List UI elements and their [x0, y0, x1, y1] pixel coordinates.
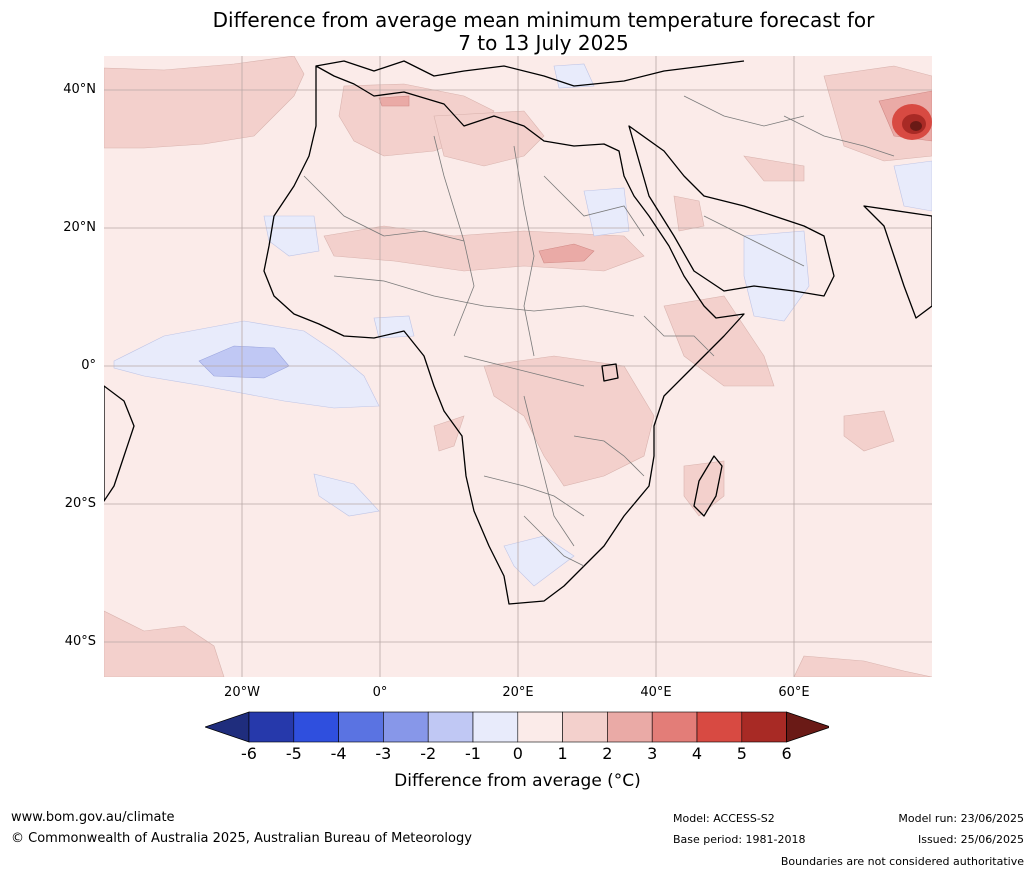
africa-coastline	[263, 65, 745, 605]
footer-disclaimer: Boundaries are not considered authoritat…	[780, 855, 1024, 868]
colorbar-tick-label: -5	[285, 744, 302, 763]
colorbar-segment	[517, 711, 563, 743]
colorbar-tick-label: 0	[512, 744, 523, 763]
arabia-coastline	[628, 125, 835, 297]
warm-region-east-africa	[483, 355, 655, 487]
colorbar-tick-label: -3	[375, 744, 392, 763]
colorbar-segment	[651, 711, 698, 743]
colorbar-tick-label: 5	[736, 744, 747, 763]
lon-label-40e: 40°E	[640, 685, 672, 700]
warmer-region-central-sahara	[538, 243, 595, 264]
colorbar-tick-label: 4	[691, 744, 703, 763]
colorbar-extend-low	[205, 711, 250, 743]
map-title: Difference from average mean minimum tem…	[0, 9, 1035, 55]
title-line-1: Difference from average mean minimum tem…	[212, 8, 875, 32]
warm-region-nw-atlantic	[104, 56, 305, 149]
warm-region-sa-coast	[793, 655, 932, 677]
warm-region-madagascar	[683, 460, 725, 517]
colorbar-extend-high	[786, 711, 829, 743]
lat-label-0: 0°	[81, 358, 96, 373]
colorbar	[205, 711, 829, 743]
hot-anomaly-core	[892, 104, 932, 140]
country-boundaries	[303, 95, 895, 567]
warm-region-angola	[433, 415, 465, 452]
colorbar-tick-label: -2	[420, 744, 437, 763]
cool-region-arabian-sea	[743, 230, 810, 322]
lon-label-20w: 20°W	[224, 685, 260, 700]
lat-label-20s: 20°S	[64, 496, 96, 511]
warmer-region-algeria	[378, 95, 410, 107]
colorbar-segment	[248, 711, 295, 743]
colorbar-tick-label: 2	[602, 744, 613, 763]
graticule	[104, 56, 932, 677]
colorbar-tick-label: 3	[647, 744, 658, 763]
lon-label-0: 0°	[372, 685, 388, 700]
europe-coastline	[315, 60, 745, 87]
warm-region-libya	[433, 110, 545, 167]
india-coastline	[863, 205, 932, 319]
footer-issued: Issued: 25/06/2025	[917, 833, 1024, 846]
lat-label-20n: 20°N	[63, 220, 96, 235]
madagascar-coastline	[693, 455, 723, 517]
footer-base-period: Base period: 1981-2018	[673, 833, 806, 846]
footer-website: www.bom.gov.au/climate	[11, 810, 175, 825]
colorbar-segment	[338, 711, 384, 743]
colorbar-tick-label: -1	[465, 744, 481, 763]
lat-label-40s: 40°S	[64, 634, 96, 649]
lon-label-60e: 60°E	[778, 685, 810, 700]
colorbar-tick-label: 6	[781, 744, 792, 763]
cool-region-west-sahara	[263, 215, 320, 257]
cool-region-nile	[583, 187, 630, 237]
cool-region-benin	[373, 315, 415, 339]
colorbar-segment	[696, 711, 743, 743]
warm-region-indian-ocean	[843, 410, 895, 452]
south-america-coastline	[104, 385, 135, 502]
warm-region-saudi	[673, 195, 705, 232]
footer-model: Model: ACCESS-S2	[673, 812, 775, 825]
lake-victoria	[601, 363, 619, 382]
footer-model-run: Model run: 23/06/2025	[898, 812, 1024, 825]
warm-region-arabia	[743, 155, 805, 182]
colorbar-segment	[607, 711, 653, 743]
colorbar-segment	[472, 711, 519, 743]
cool-region-south-atlantic	[313, 473, 380, 517]
forecast-map	[104, 56, 932, 677]
title-line-2: 7 to 13 July 2025	[458, 31, 629, 55]
cool-region-iran-east	[893, 160, 932, 212]
colorbar-tick-label: -4	[330, 744, 347, 763]
footer-copyright: © Commonwealth of Australia 2025, Austra…	[11, 831, 472, 846]
colorbar-label: Difference from average (°C)	[394, 771, 641, 791]
colorbar-tick-label: 1	[557, 744, 568, 763]
lat-label-40n: 40°N	[63, 82, 96, 97]
colorbar-segment	[427, 711, 474, 743]
coastlines	[104, 60, 932, 605]
colorbar-tick-label: -6	[241, 744, 257, 763]
warm-region-south-atlantic-sw	[104, 610, 225, 677]
colorbar-segment	[562, 711, 608, 743]
lon-label-20e: 20°E	[502, 685, 534, 700]
colorbar-segment	[293, 711, 339, 743]
colorbar-segment	[741, 711, 787, 743]
colorbar-segment	[383, 711, 429, 743]
